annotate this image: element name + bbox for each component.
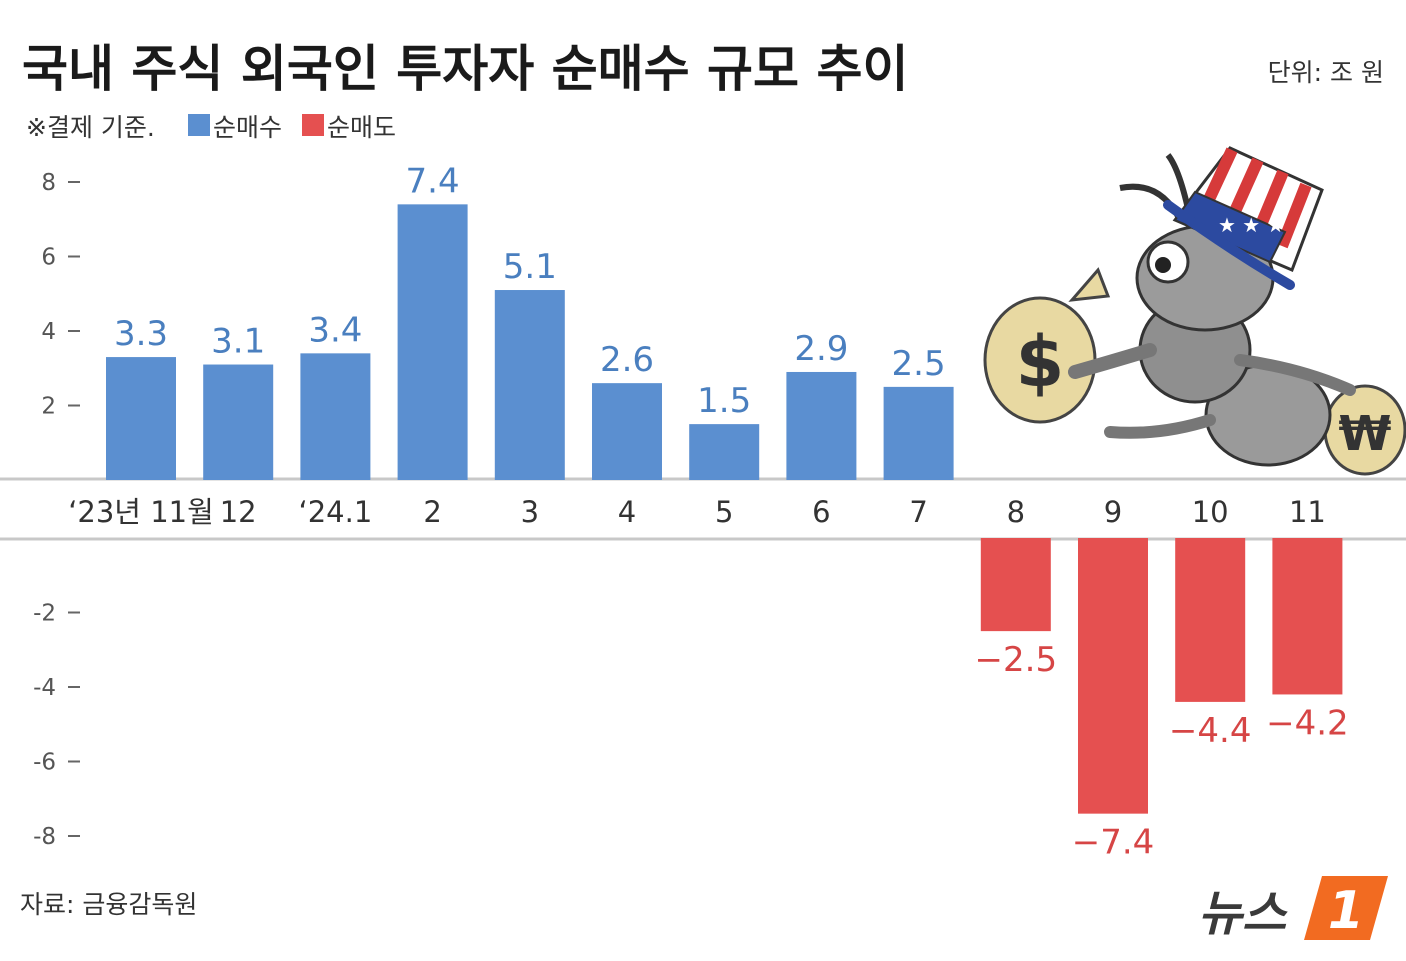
category-label: 3 xyxy=(521,495,539,529)
logo-mark-text: 1 xyxy=(1328,881,1364,941)
unit-label: 단위: 조 원 xyxy=(1268,58,1384,87)
bar-value-label: −4.2 xyxy=(1266,703,1349,743)
bar xyxy=(883,386,954,480)
bar-value-label: 3.1 xyxy=(211,322,265,362)
category-labels: ‘23년 11월 12 ‘24.1 2 3 4 5 6 7 8 9 10 11 xyxy=(68,495,1326,529)
bar xyxy=(300,353,371,480)
bar-value-label: 3.3 xyxy=(114,314,168,354)
category-label: 4 xyxy=(618,495,636,529)
y-tick-label: -8 xyxy=(33,824,56,850)
bar-value-label: 2.5 xyxy=(892,344,946,384)
bar-value-label: 2.9 xyxy=(794,329,848,369)
logo-text: 뉴스 xyxy=(1198,886,1288,942)
bar-value-label: −7.4 xyxy=(1072,823,1155,863)
svg-text:$: $ xyxy=(1016,321,1065,403)
y-tick-label: -6 xyxy=(33,750,56,776)
category-label: 10 xyxy=(1192,495,1229,529)
bar-value-label: 3.4 xyxy=(308,310,362,350)
x-axis-band xyxy=(0,477,1406,541)
bar-value-label: −2.5 xyxy=(975,640,1058,680)
legend-label-sell: 순매도 xyxy=(327,113,396,142)
category-label: 6 xyxy=(812,495,830,529)
svg-text:₩: ₩ xyxy=(1339,406,1392,462)
bar xyxy=(494,290,565,480)
bar xyxy=(203,364,274,480)
value-labels: 3.3 3.1 3.4 7.4 5.1 2.6 1.5 2.9 2.5 −2.5 −7.4 −4.4−… xyxy=(114,161,1349,862)
chart-title: 국내 주식 외국인 투자자 순매수 규모 추이 xyxy=(22,40,908,98)
category-label: 8 xyxy=(1007,495,1025,529)
bars xyxy=(106,204,1343,814)
bar xyxy=(397,204,468,480)
y-tick-label: -4 xyxy=(33,675,56,701)
ant-investor-illustration: $ ₩ ★ ★ ★ xyxy=(983,146,1406,476)
bar xyxy=(786,371,857,480)
legend-label-buy: 순매수 xyxy=(213,113,282,142)
bar xyxy=(1175,538,1246,702)
axis-band-fill xyxy=(0,478,1406,540)
source-text: 자료: 금융감독원 xyxy=(20,890,197,919)
y-tick-label: 2 xyxy=(41,394,56,420)
y-tick-label: 4 xyxy=(41,319,56,345)
logo-mark xyxy=(1304,876,1388,940)
bar xyxy=(106,357,176,480)
bar xyxy=(689,424,760,480)
category-label: 2 xyxy=(423,495,441,529)
category-label: 11 xyxy=(1289,495,1326,529)
legend: ※결제 기준. 순매수 순매도 xyxy=(26,113,396,142)
bar-value-label: −4.4 xyxy=(1169,711,1252,751)
category-label: ‘24.1 xyxy=(299,495,373,529)
bar xyxy=(980,538,1051,632)
bar-value-label: 2.6 xyxy=(600,340,654,380)
bar xyxy=(1078,538,1148,814)
bar xyxy=(1272,538,1343,695)
legend-swatch-sell xyxy=(302,114,324,136)
category-label: 9 xyxy=(1104,495,1122,529)
svg-text:★ ★ ★: ★ ★ ★ xyxy=(1218,213,1285,237)
y-tick-label: 8 xyxy=(41,170,56,196)
bar-value-label: 1.5 xyxy=(697,381,751,421)
bar-value-label: 5.1 xyxy=(503,247,557,287)
category-label: 12 xyxy=(220,495,257,529)
y-tick-label: 6 xyxy=(41,245,56,271)
y-tick-label: -2 xyxy=(33,601,56,627)
bar xyxy=(592,383,662,480)
category-label: ‘23년 11월 xyxy=(68,495,214,529)
category-label: 5 xyxy=(715,495,733,529)
legend-swatch-buy xyxy=(188,114,210,136)
category-label: 7 xyxy=(909,495,927,529)
bar-value-label: 7.4 xyxy=(406,161,460,201)
note-text: ※결제 기준. xyxy=(26,113,155,142)
y-axis-ticks: 8 6 4 2 -2 -4 -6 -8 xyxy=(33,170,80,850)
news1-logo: 뉴스 1 xyxy=(1198,876,1388,942)
